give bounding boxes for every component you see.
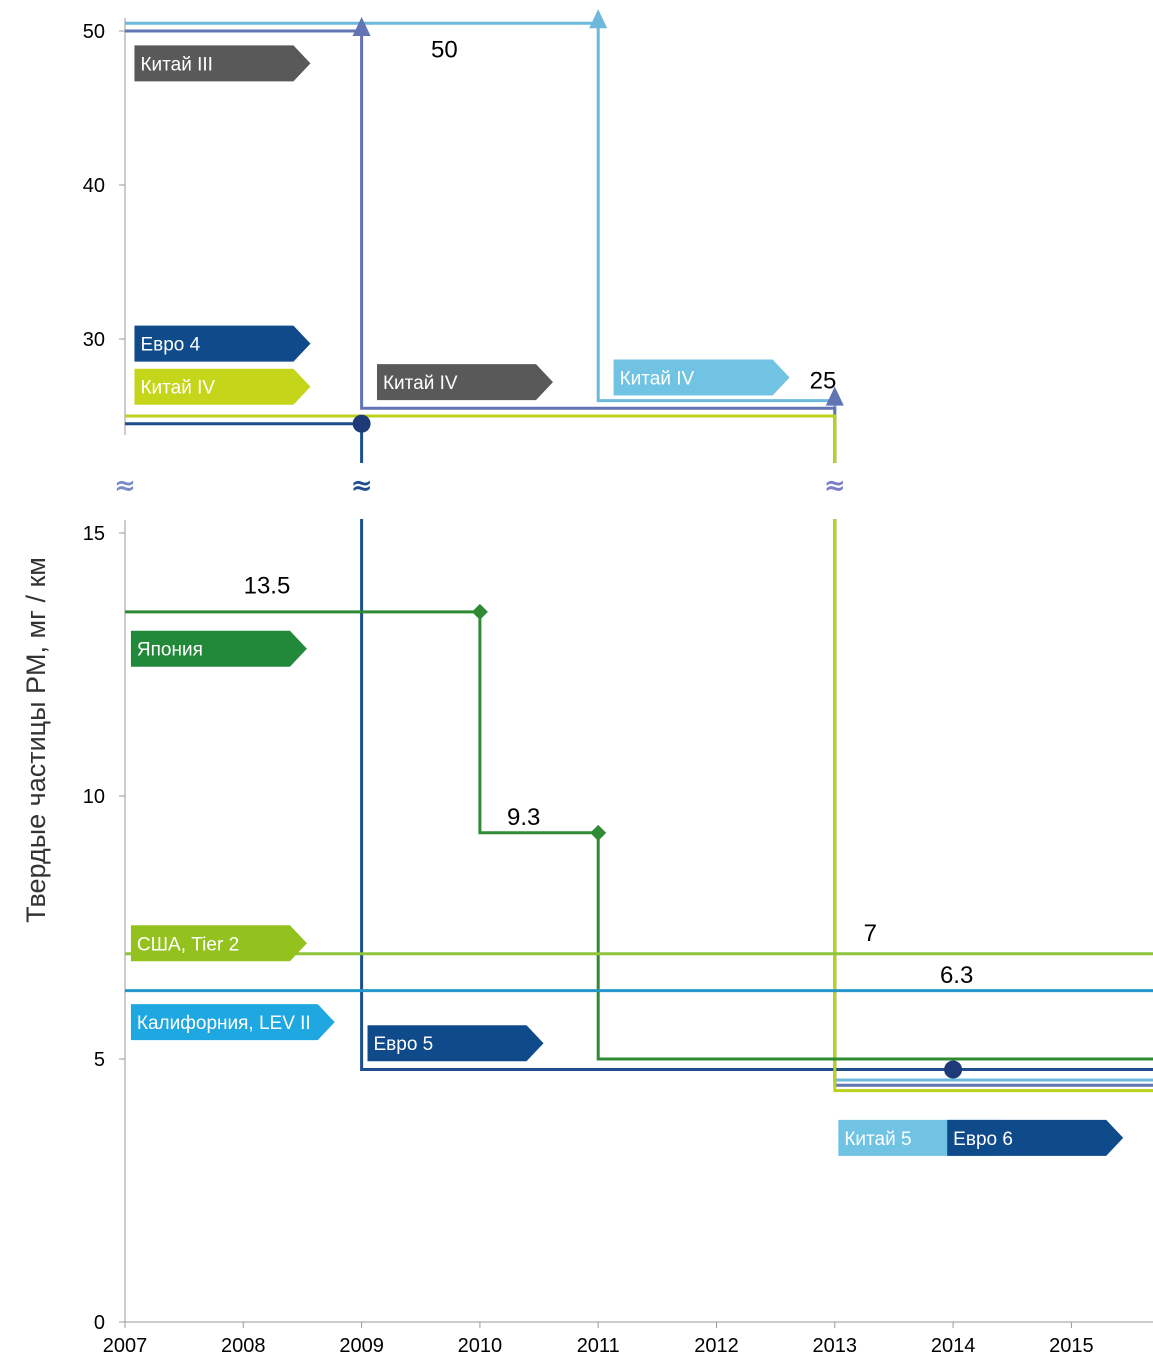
region-tag-label: Евро 5 <box>374 1034 434 1055</box>
region-tag: Калифорния, LEV II <box>130 1004 335 1041</box>
region-tag-label: США, Tier 2 <box>137 934 239 955</box>
region-tag-label: Калифорния, LEV II <box>137 1013 311 1034</box>
y-axis-label: Твердые частицы PM, мг / км <box>21 557 51 923</box>
axis-break-mark: ≈ <box>824 471 846 501</box>
region-tag-shape <box>130 630 307 667</box>
region-tag: Евро 4 <box>134 325 311 362</box>
region-tag-shape <box>613 359 790 396</box>
arrow-up-marker <box>352 17 371 36</box>
x-tick-label: 2010 <box>458 1335 503 1357</box>
arrow-up-marker <box>825 386 844 406</box>
region-tag-shape <box>134 368 311 405</box>
region-tag-shape <box>130 1004 335 1041</box>
region-tag-label: Япония <box>137 640 203 661</box>
region-tag-label: Евро 6 <box>953 1129 1013 1150</box>
series-line <box>125 422 1153 1071</box>
circle-marker <box>352 414 371 433</box>
region-tag-label: Китай IV <box>140 378 215 399</box>
x-tick-label: 2015 <box>1049 1335 1094 1357</box>
region-tag-shape <box>376 364 553 401</box>
y-tick-label: 5 <box>94 1049 105 1071</box>
axis-break-layer: ≈ ≈ ≈ <box>114 471 846 501</box>
region-tag: Китай IV <box>613 359 790 396</box>
region-tag: Евро 5 <box>367 1025 544 1062</box>
x-tick-label: 2014 <box>931 1335 976 1357</box>
region-tag-label: Китай IV <box>620 369 695 390</box>
region-tag-label: Китай IV <box>383 373 458 394</box>
x-tick-label: 2013 <box>813 1335 858 1357</box>
region-tag-shape <box>134 45 311 82</box>
region-tag: Китай IV <box>376 364 553 401</box>
region-tag-label: Китай III <box>140 54 212 75</box>
region-tag: Китай III <box>134 45 311 82</box>
value-label-layer: 50 25 13.5 9.3 7 6.3 <box>244 36 974 988</box>
y-tick-label: 0 <box>94 1312 105 1334</box>
x-tick-label: 2011 <box>577 1335 620 1357</box>
series-line <box>125 21 1153 1082</box>
region-tag: США, Tier 2 <box>130 925 307 962</box>
axis-break-gap <box>105 463 1153 519</box>
x-tick-label: 2012 <box>694 1335 739 1357</box>
y-tick-label: 50 <box>83 21 105 43</box>
value-label: 25 <box>810 368 837 395</box>
axis-break-mark: ≈ <box>351 471 373 501</box>
region-tag: Евро 6 <box>947 1119 1124 1156</box>
tag-layer: Китай III Евро 4 Китай IV Китай IV Китай IV Я… <box>130 45 1124 1156</box>
value-label: 9.3 <box>507 804 540 831</box>
axes: 2007 2008 2009 2010 2011 2012 2013 2014 2015 0 5 10… <box>83 18 1153 1357</box>
x-tick-label: 2008 <box>221 1335 266 1357</box>
x-tick-label: 2007 <box>103 1335 148 1357</box>
value-label: 50 <box>431 36 458 63</box>
y-tick-label: 15 <box>83 523 105 545</box>
axis-break-mark: ≈ <box>114 471 136 501</box>
y-tick-label: 10 <box>83 786 105 808</box>
x-tick-label: 2009 <box>339 1335 384 1357</box>
region-tag: Япония <box>130 630 307 667</box>
value-label: 13.5 <box>244 573 291 600</box>
y-tick-label: 40 <box>83 175 105 197</box>
region-tag-label: Китай 5 <box>844 1129 911 1150</box>
diamond-marker <box>471 603 488 620</box>
series-line <box>125 414 1153 1093</box>
arrow-up-marker <box>589 9 608 29</box>
region-tag: Китай IV <box>134 368 311 405</box>
series-layer <box>105 21 1153 1093</box>
region-tag-shape <box>134 325 311 362</box>
diamond-marker <box>590 824 607 841</box>
marker-layer <box>352 9 963 1079</box>
region-tag-shape <box>367 1025 544 1062</box>
region-tag-shape <box>130 925 307 962</box>
series-line <box>125 610 1153 1061</box>
region-tag-label: Евро 4 <box>140 335 200 356</box>
series-line <box>125 29 1153 1087</box>
value-label: 6.3 <box>940 962 973 989</box>
region-tag-shape <box>947 1119 1124 1156</box>
circle-marker <box>944 1060 963 1079</box>
y-tick-label: 30 <box>83 329 105 351</box>
value-label: 7 <box>864 920 877 947</box>
